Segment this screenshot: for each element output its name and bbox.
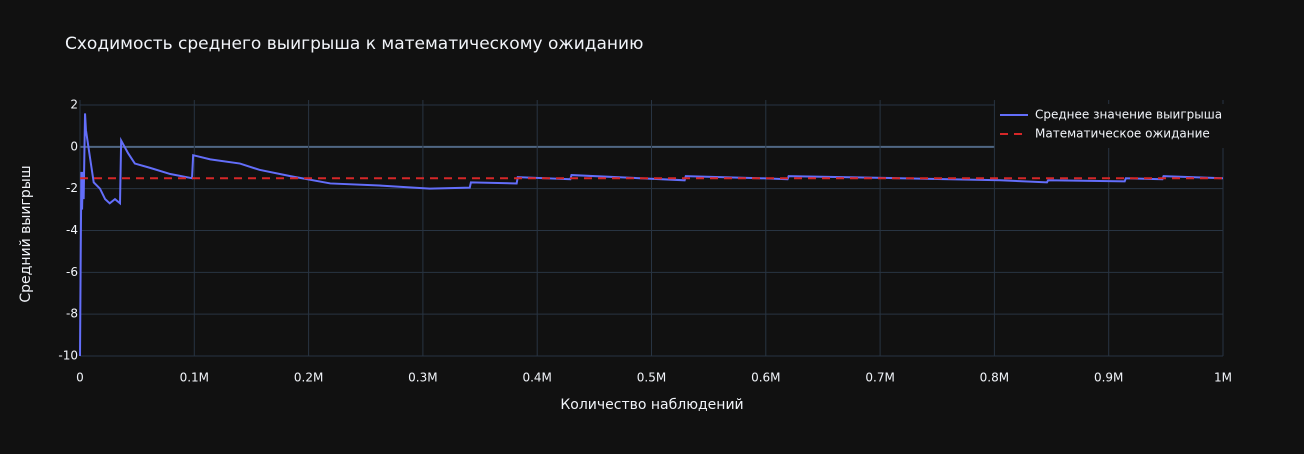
y-tick-label: -4 [66,223,78,237]
x-tick-label: 0.2M [294,371,323,385]
x-tick-label: 1M [1214,371,1232,385]
legend-box [995,104,1225,148]
legend-label: Среднее значение выигрыша [1035,108,1222,122]
x-tick-label: 0.9M [1094,371,1123,385]
y-tick-label: 0 [70,139,78,153]
x-tick-label: 0.1M [180,371,209,385]
y-axis-label: Средний выигрыш [18,165,34,302]
x-tick-label: 0.5M [637,371,666,385]
x-axis-label: Количество наблюдений [560,397,743,413]
legend-label: Математическое ожидание [1035,127,1210,141]
x-tick-label: 0.8M [980,371,1009,385]
y-tick-label: 2 [70,98,78,112]
x-tick-label: 0.4M [522,371,551,385]
y-tick-label: -10 [58,349,78,363]
y-tick-label: -2 [66,181,78,195]
x-tick-label: 0 [76,371,84,385]
chart-title: Сходимость среднего выигрыша к математич… [65,34,643,54]
y-tick-label: -6 [66,265,78,279]
x-tick-label: 0.3M [408,371,437,385]
x-tick-label: 0.7M [865,371,894,385]
x-tick-label: 0.6M [751,371,780,385]
y-tick-label: -8 [66,307,78,321]
